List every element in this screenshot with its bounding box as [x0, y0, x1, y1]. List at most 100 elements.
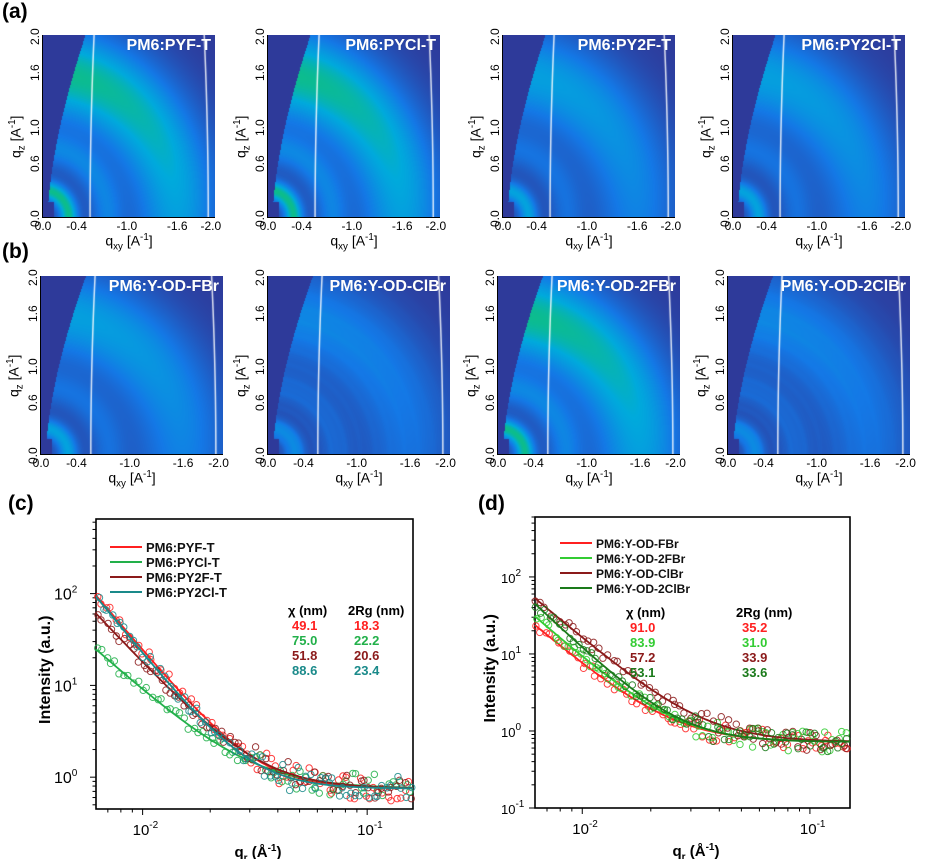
ylabel-main: q	[692, 389, 709, 397]
data-point	[279, 760, 287, 769]
data-point	[579, 664, 588, 673]
chi-value: 91.0	[630, 620, 655, 635]
data-point	[748, 743, 757, 751]
data-point	[355, 792, 363, 800]
data-point	[812, 731, 820, 740]
xlabel-sup: -1	[600, 232, 609, 243]
map-x-axis-label: qxy [A-1]	[795, 469, 842, 489]
tick-base: 10	[572, 821, 589, 838]
ylabel-sup: -1	[5, 358, 16, 368]
data-point	[167, 682, 175, 691]
map-title: PM6:PYF-T	[126, 37, 211, 54]
data-point	[310, 768, 319, 776]
data-point	[351, 769, 360, 778]
data-point	[582, 655, 591, 664]
giwaxs-map-canvas	[728, 276, 910, 454]
data-point	[842, 744, 850, 753]
data-point	[317, 773, 325, 782]
xlabel-unit: [A	[582, 469, 601, 486]
y-axis-label: Intensity (a.u.)	[482, 614, 499, 722]
data-point	[588, 645, 596, 654]
map-x-axis	[497, 454, 680, 455]
data-point	[781, 738, 790, 746]
x-axis-label-part: )	[714, 843, 719, 859]
map-y-axis-label: qz [A-1]	[5, 355, 25, 397]
data-point	[732, 720, 740, 728]
data-point	[360, 776, 368, 785]
data-point	[693, 715, 702, 724]
xlabel-unit: [A	[352, 469, 371, 486]
ylabel-unit: [A	[697, 128, 714, 146]
giwaxs-map-canvas	[733, 35, 905, 217]
map-x-tick-label: -1.0	[576, 219, 598, 233]
data-point	[329, 785, 337, 794]
tick-base: 10	[501, 648, 515, 663]
ylabel-sup: -1	[232, 119, 243, 129]
ylabel-sup: -1	[697, 119, 708, 129]
data-point	[126, 632, 134, 641]
map-x-tick-label: -1.0	[116, 219, 138, 233]
tick-base: 10	[501, 725, 515, 740]
data-point	[669, 715, 677, 724]
tick-exponent: -1	[515, 799, 524, 810]
x-axis-label-part: -1	[706, 842, 715, 853]
data-point	[639, 679, 648, 688]
data-point	[262, 754, 270, 763]
xlabel-sub: xy	[803, 241, 813, 253]
ylabel-unit: [A	[462, 367, 479, 385]
y-tick-label: 102	[501, 568, 521, 586]
fit-line	[95, 612, 414, 789]
tick-exponent: 0	[72, 768, 78, 779]
data-point	[767, 729, 776, 737]
ylabel-unit: [A	[7, 128, 24, 146]
chi-value: 57.2	[630, 650, 655, 665]
data-point	[342, 791, 351, 800]
xlabel-end: ]	[838, 469, 843, 486]
map-y-tick-label: 2.0	[718, 28, 732, 45]
data-point	[397, 794, 405, 802]
ylabel-main: q	[462, 389, 479, 397]
map-title: PM6:Y-OD-FBr	[108, 278, 219, 295]
map-x-axis	[267, 454, 450, 455]
map-x-tick-label: -0.4	[753, 456, 774, 470]
map-x-tick-label: -1.0	[341, 219, 363, 233]
data-point	[591, 654, 599, 663]
map-y-tick-label: 1.6	[253, 304, 267, 322]
data-point	[772, 738, 781, 746]
x-axis-label-part: (Å	[686, 843, 706, 859]
x-axis-label-part: q	[673, 843, 682, 859]
fit-line	[534, 603, 850, 743]
map-x-tick-label: -1.0	[346, 456, 368, 470]
data-point	[820, 728, 829, 736]
map-x-tick-label: -1.6	[172, 456, 194, 470]
xlabel-sub: xy	[116, 478, 126, 490]
map-y-tick-label: 2.0	[488, 28, 502, 45]
x-axis-label-part: q	[235, 844, 244, 859]
ylabel-end: ]	[692, 354, 709, 359]
xlabel-end: ]	[148, 232, 153, 249]
map-x-tick-label: 0.0	[724, 219, 742, 233]
data-point	[834, 744, 842, 752]
map-x-tick-label: -2.0	[200, 219, 222, 233]
map-x-axis-label: qxy [A-1]	[335, 469, 382, 489]
data-point	[107, 625, 116, 634]
data-point	[165, 670, 173, 678]
tick-exponent: -2	[149, 820, 158, 831]
data-point	[806, 742, 814, 750]
ylabel-main: q	[7, 150, 24, 158]
data-point	[373, 792, 381, 801]
data-point	[370, 770, 379, 779]
y-tick-label: 101	[501, 645, 521, 663]
chi-value: 49.1	[292, 618, 317, 633]
legend-label: PM6:PYF-T	[146, 540, 215, 555]
data-point	[797, 735, 806, 743]
data-point	[788, 731, 797, 739]
data-point	[124, 671, 132, 680]
chi-value: 83.9	[630, 635, 655, 650]
data-point	[749, 724, 757, 733]
tick-exponent: -1	[817, 819, 826, 830]
y-tick-label: 101	[54, 676, 78, 695]
data-point	[401, 778, 410, 787]
ylabel-end: ]	[232, 354, 249, 359]
